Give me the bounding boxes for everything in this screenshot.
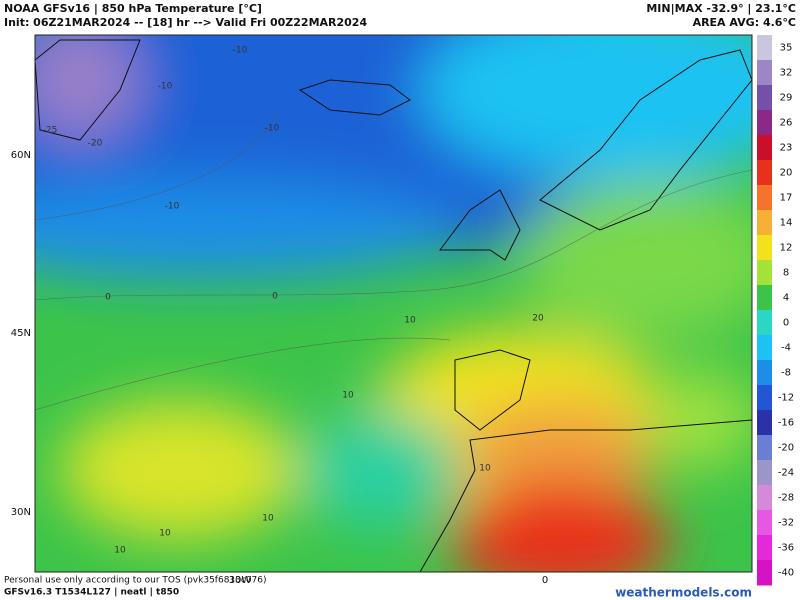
init-line: Init: 06Z21MAR2024 -- [18] hr --> Valid … [4,16,367,29]
colorbar-swatch [757,435,772,461]
colorbar-label: 12 [780,243,793,254]
colorbar-swatch [757,335,772,361]
colorbar-swatch [757,360,772,386]
colorbar-label: -24 [778,468,794,479]
colorbar-label: -40 [778,568,794,579]
colorbar-label: -20 [778,443,794,454]
contour-label: 20 [532,314,544,324]
colorbar-label: -8 [781,368,791,379]
colorbar-swatch [757,135,772,161]
colorbar-swatch [757,535,772,561]
contour-label: 10 [114,546,126,556]
colorbar-label: 23 [780,143,793,154]
colorbar-swatch [757,410,772,436]
colorbar-label: -36 [778,543,794,554]
lat-label: 30N [11,507,31,518]
contour-label: -10 [265,124,280,134]
colorbar-label: -4 [781,343,791,354]
colorbar-label: 14 [780,218,793,229]
lon-label: 0 [542,575,548,586]
colorbar-label: -32 [778,518,794,529]
lat-label: 45N [11,328,31,339]
colorbar-swatch [757,385,772,411]
colorbar-swatch [757,560,772,586]
colorbar-swatch [757,60,772,86]
colorbar-label: 26 [780,118,793,129]
colorbar-label: 4 [783,293,789,304]
colorbar-label: 0 [783,318,789,329]
colorbar-label: -12 [778,393,794,404]
colorbar-swatch [757,310,772,336]
contour-label: 0 [272,292,278,302]
contour-label: 10 [262,514,274,524]
title: NOAA GFSv16 | 850 hPa Temperature [°C] [4,2,262,15]
colorbar-label: 29 [780,93,793,104]
tos-note: Personal use only according to our TOS (… [4,576,267,586]
colorbar-label: 20 [780,168,793,179]
lat-label: 60N [11,150,31,161]
contour-label: -25 [43,126,58,136]
colorbar-swatch [757,210,772,236]
contour-label: -20 [88,139,103,149]
area-avg: AREA AVG: 4.6°C [693,16,796,29]
colorbar-label: -28 [778,493,794,504]
colorbar-label: 17 [780,193,793,204]
colorbar-swatch [757,485,772,511]
lon-label: 30W [229,575,252,586]
site-link[interactable]: weathermodels.com [615,586,752,600]
colorbar-swatch [757,35,772,61]
contour-label: 10 [159,529,171,539]
contour-label: 0 [105,293,111,303]
colorbar-swatch [757,260,772,286]
colorbar-swatch [757,460,772,486]
contour-label: -10 [158,82,173,92]
colorbar-label: 32 [780,68,793,79]
colorbar-swatch [757,510,772,536]
colorbar-label: 8 [783,268,789,279]
min-max: MIN|MAX -32.9° | 23.1°C [646,2,796,15]
model-info: GFSv16.3 T1534L127 | neatl | t850 [4,588,179,598]
contour-label: -10 [233,46,248,56]
colorbar-label: 35 [780,43,793,54]
map-frame [34,34,753,573]
colorbar-label: -16 [778,418,794,429]
colorbar-swatch [757,85,772,111]
colorbar-swatch [757,285,772,311]
colorbar-swatch [757,110,772,136]
colorbar-swatch [757,235,772,261]
contour-label: 10 [479,464,491,474]
colorbar-swatch [757,185,772,211]
contour-label: 10 [342,391,354,401]
contour-label: -10 [165,202,180,212]
contour-label: 10 [404,316,416,326]
colorbar-swatch [757,160,772,186]
